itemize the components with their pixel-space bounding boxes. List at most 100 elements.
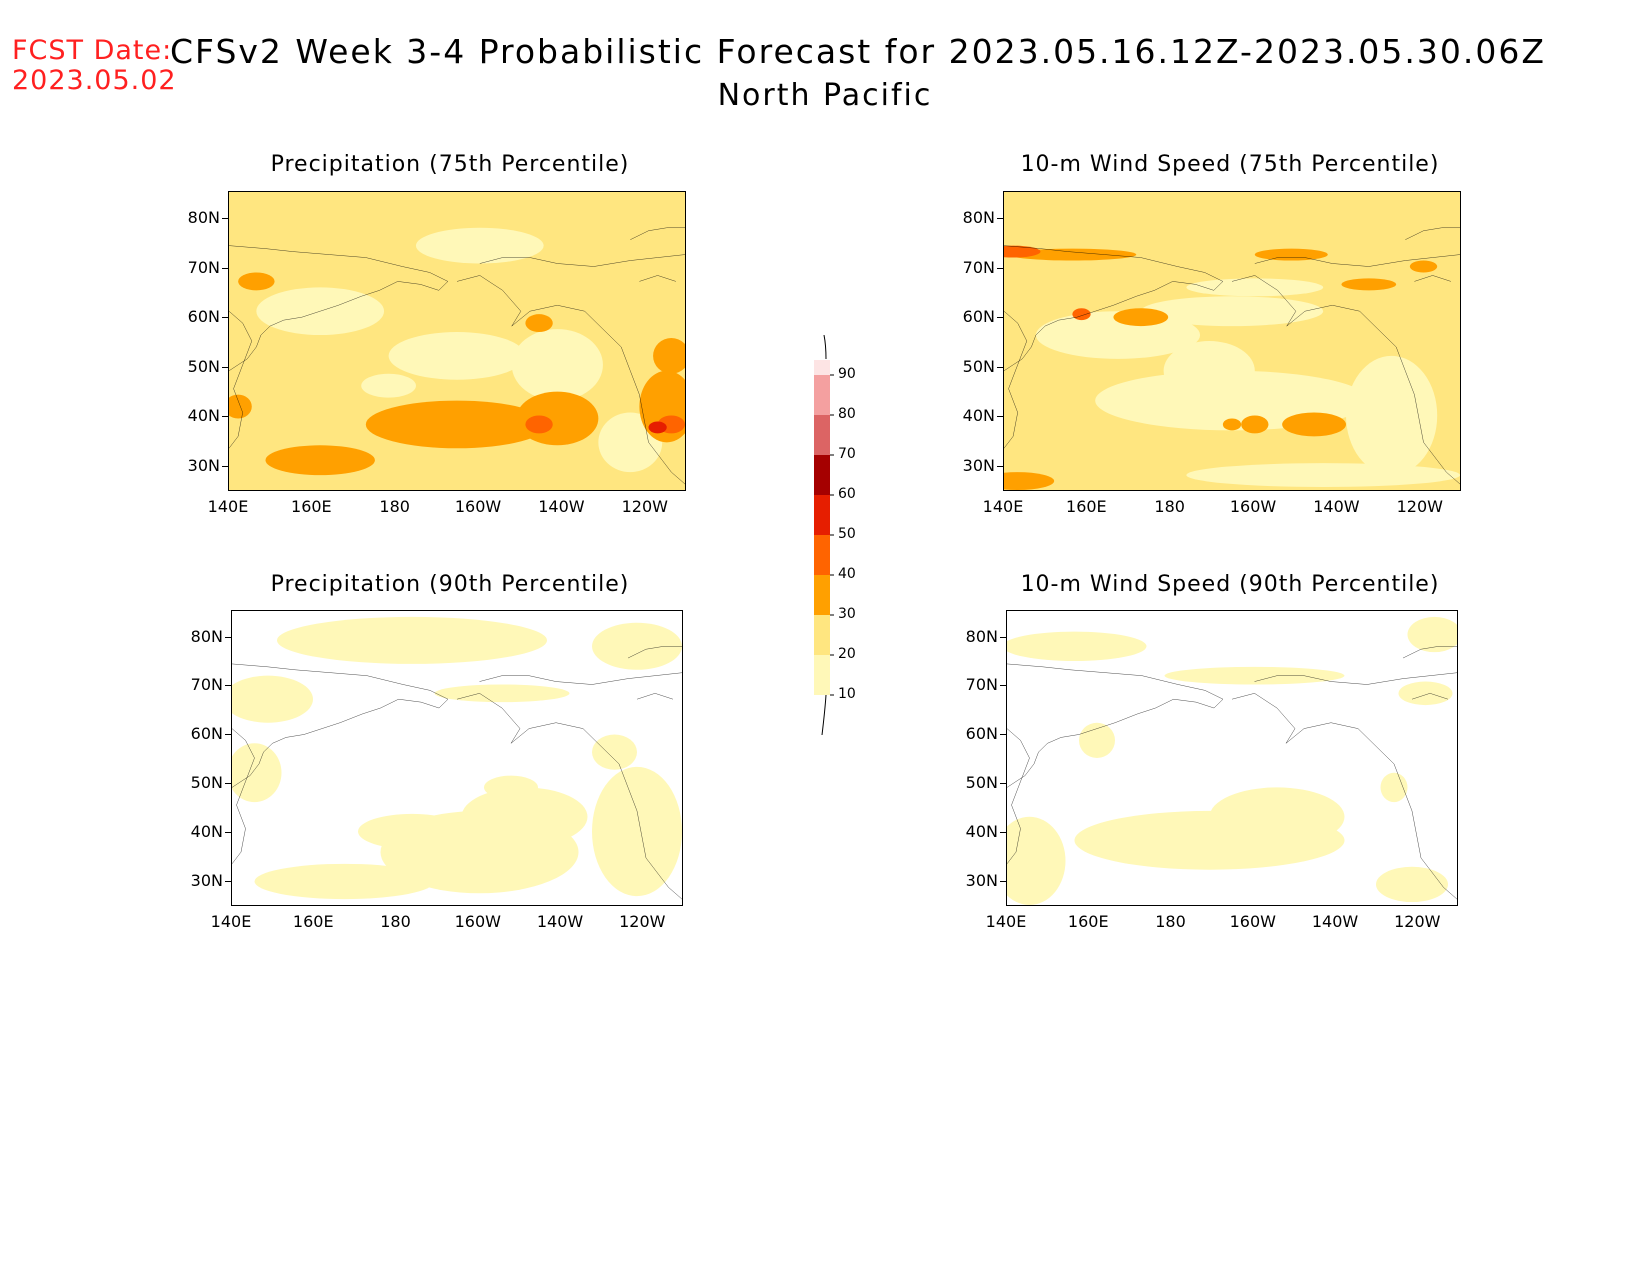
lat-label: 70N [190, 675, 223, 695]
lat-tick [997, 267, 1003, 269]
probability-contour [1186, 278, 1324, 297]
lat-label: 30N [962, 455, 995, 475]
panel-title-wind75: 10-m Wind Speed (75th Percentile) [1020, 152, 1440, 177]
lat-tick [997, 465, 1003, 467]
lat-label: 70N [965, 675, 998, 695]
probability-contour [484, 775, 538, 800]
lat-label: 50N [187, 356, 220, 376]
lon-label: 180 [380, 912, 411, 931]
lon-label: 140W [1313, 497, 1360, 516]
lat-tick [225, 636, 231, 638]
probability-contour [1376, 866, 1448, 903]
lon-label: 160W [454, 497, 502, 516]
lat-label: 50N [190, 773, 223, 793]
probability-contour [232, 675, 313, 723]
probability-contour [653, 338, 685, 374]
lat-tick [222, 465, 228, 467]
fcst-date: 2023.05.02 [12, 65, 177, 96]
map-canvas [1004, 192, 1460, 490]
probability-contour [1007, 816, 1066, 905]
lat-tick [225, 783, 231, 785]
probability-contour [1004, 472, 1055, 490]
map-precip90 [231, 610, 683, 906]
probability-contour [1072, 308, 1091, 321]
panel-title-precip75: Precipitation (75th Percentile) [270, 152, 630, 177]
probability-contour [1409, 260, 1438, 273]
panel-title-precip90: Precipitation (90th Percentile) [270, 572, 630, 597]
colorbar-segment [814, 615, 830, 655]
colorbar-label: 20 [838, 646, 856, 662]
probability-contour [265, 445, 375, 476]
lat-tick [222, 218, 228, 219]
probability-contour [277, 616, 547, 664]
lon-label: 140W [538, 497, 585, 516]
probability-contour [1164, 666, 1345, 685]
lon-label: 180 [1155, 912, 1186, 931]
lat-tick [222, 366, 228, 368]
colorbar-top-arrow [823, 334, 827, 360]
probability-contour [415, 227, 544, 264]
lat-label: 60N [187, 307, 220, 326]
colorbar-segment [814, 535, 830, 575]
probability-contour [461, 787, 588, 847]
probability-contour [511, 329, 603, 401]
coastline [229, 228, 685, 484]
map-wind90 [1006, 610, 1458, 906]
lon-label: 120W [621, 497, 668, 516]
lat-tick [997, 317, 1003, 318]
lat-label: 80N [190, 626, 223, 646]
colorbar-bottom-arrow [821, 694, 827, 736]
probability-contour [1398, 681, 1453, 706]
lat-label: 60N [190, 724, 223, 744]
colorbar-label: 90 [838, 366, 856, 382]
lon-label: 140W [1311, 912, 1359, 931]
probability-contour [1407, 616, 1457, 653]
lat-label: 70N [187, 257, 220, 277]
fcst-label: FCST Date: [12, 35, 173, 66]
lon-label: 160E [291, 497, 332, 516]
lat-label: 80N [965, 626, 998, 646]
lon-label: 120W [1394, 912, 1441, 931]
lat-label: 40N [190, 822, 223, 841]
map-canvas [1007, 611, 1457, 905]
probability-contour [525, 415, 553, 434]
lat-tick [1000, 685, 1006, 687]
lat-label: 60N [962, 307, 995, 326]
lat-tick [1000, 783, 1006, 785]
probability-contour [254, 863, 435, 900]
probability-contour [592, 734, 637, 770]
lon-label: 120W [619, 912, 666, 931]
colorbar-label: 60 [838, 486, 856, 502]
probability-contour [1007, 631, 1147, 661]
probability-contour [388, 332, 526, 380]
lat-label: 50N [962, 356, 995, 376]
probability-contour [1282, 412, 1346, 437]
colorbar-label: 80 [838, 406, 856, 422]
lon-label: 160W [1229, 912, 1276, 931]
probability-contour [365, 400, 549, 449]
coastline [1004, 228, 1460, 484]
fcst-date-label: FCST Date: 2023.05.02 [12, 36, 177, 96]
lat-tick [222, 416, 228, 417]
lat-label: 60N [965, 724, 998, 744]
lon-label: 140E [985, 912, 1027, 931]
colorbar: 10 20 30 40 50 60 70 80 90 [812, 334, 1112, 736]
lon-label: 180 [1154, 497, 1185, 516]
lat-tick [997, 218, 1003, 219]
probability-contour [361, 373, 416, 398]
lat-tick [222, 317, 228, 318]
probability-contour [1140, 296, 1324, 327]
map-wind75 [1003, 191, 1461, 491]
lat-tick [997, 366, 1003, 368]
lon-label: 140E [207, 497, 249, 516]
probability-contour [516, 391, 599, 446]
probability-contour [1113, 308, 1169, 327]
lat-tick [225, 685, 231, 687]
main-title: CFSv2 Week 3-4 Probabilistic Forecast fo… [170, 32, 1546, 71]
lat-label: 40N [962, 406, 995, 425]
colorbar-segment [814, 375, 830, 415]
probability-contour [648, 421, 667, 434]
colorbar-label: 10 [838, 686, 856, 702]
lat-tick [225, 734, 231, 736]
lat-label: 80N [962, 208, 995, 227]
